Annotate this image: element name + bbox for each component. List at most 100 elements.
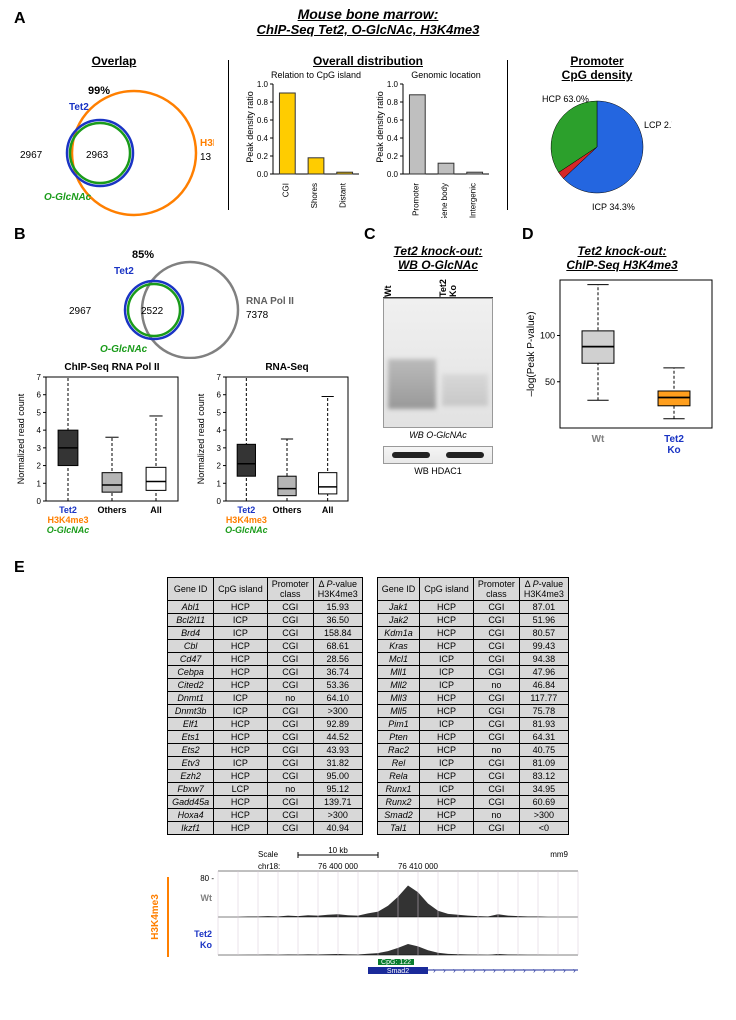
svg-text:Tet2: Tet2 (59, 505, 77, 515)
svg-text:O-GlcNAc: O-GlcNAc (225, 525, 268, 535)
svg-text:RNA Pol II: RNA Pol II (246, 296, 294, 307)
svg-text:0.2: 0.2 (387, 152, 399, 161)
svg-text:4: 4 (37, 426, 42, 435)
svg-text:0.6: 0.6 (257, 116, 269, 125)
svg-text:Shores: Shores (310, 183, 319, 208)
svg-text:Ko: Ko (200, 940, 212, 950)
svg-text:7: 7 (217, 373, 222, 382)
svg-text:›: › (543, 966, 546, 975)
svg-text:›: › (503, 966, 506, 975)
svg-text:CpG: 122: CpG: 122 (381, 959, 411, 966)
svg-text:Tet2: Tet2 (664, 434, 684, 445)
svg-text:H3K4me3: H3K4me3 (200, 138, 214, 149)
svg-text:ChIP-Seq RNA Pol II: ChIP-Seq RNA Pol II (64, 362, 159, 373)
svg-text:7378: 7378 (246, 310, 269, 321)
figure-title-1: Mouse bone marrow: (257, 6, 480, 22)
svg-text:5: 5 (37, 408, 42, 417)
svg-text:Relation to CpG island: Relation to CpG island (271, 70, 361, 80)
svg-text:mm9: mm9 (550, 850, 568, 859)
svg-text:–log(Peak P-value): –log(Peak P-value) (526, 311, 537, 396)
svg-text:Tet2: Tet2 (69, 102, 89, 113)
svg-text:4: 4 (217, 426, 222, 435)
panel-a: Overlap 99% Tet2 2967 2963 H3K4me3 13 78… (14, 54, 722, 218)
svg-text:›: › (453, 966, 456, 975)
svg-text:H3K4me3: H3K4me3 (47, 515, 88, 525)
gene-table-left: Gene IDCpG islandPromoterclassΔ P-valueH… (167, 577, 363, 835)
svg-text:100: 100 (540, 331, 555, 341)
panel-d-label: D (522, 226, 722, 244)
svg-text:2: 2 (217, 462, 222, 471)
svg-text:5: 5 (217, 408, 222, 417)
svg-text:›: › (563, 966, 566, 975)
svg-text:0.0: 0.0 (387, 170, 399, 179)
svg-text:Ko: Ko (667, 445, 680, 456)
svg-text:Intergenic: Intergenic (469, 183, 478, 218)
svg-text:All: All (150, 505, 162, 515)
panel-c-sub: WB O-GlcNAc (398, 258, 478, 272)
cgi-barchart: Relation to CpG island0.00.20.40.60.81.0… (243, 68, 363, 218)
svg-text:10 kb: 10 kb (328, 847, 348, 855)
svg-text:Promoter: Promoter (411, 183, 420, 216)
svg-text:0.8: 0.8 (257, 98, 269, 107)
svg-text:0.0: 0.0 (257, 170, 269, 179)
svg-text:0.4: 0.4 (387, 134, 399, 143)
svg-text:Normalized read count: Normalized read count (196, 393, 206, 484)
panel-a-label: A (14, 10, 26, 28)
svg-text:Distant: Distant (339, 182, 348, 208)
svg-text:1.0: 1.0 (387, 80, 399, 89)
svg-text:LCP 2.7%: LCP 2.7% (644, 120, 672, 130)
svg-text:Wt: Wt (201, 893, 213, 903)
svg-text:0: 0 (37, 497, 42, 506)
svg-text:2967: 2967 (20, 150, 43, 161)
svg-text:›: › (473, 966, 476, 975)
venn-a: 99% Tet2 2967 2963 H3K4me3 13 788 O-GlcN… (14, 68, 214, 218)
svg-text:›: › (463, 966, 466, 975)
svg-text:6: 6 (217, 391, 222, 400)
svg-text:Tet2: Tet2 (237, 505, 255, 515)
svg-text:ICP 34.3%: ICP 34.3% (592, 202, 635, 212)
svg-text:1: 1 (217, 479, 222, 488)
boxplot-rnaseq: RNA-Seq01234567Normalized read countTet2… (194, 359, 354, 549)
svg-text:chr18:: chr18: (258, 862, 280, 871)
svg-text:3: 3 (217, 444, 222, 453)
svg-text:H3K4me3: H3K4me3 (150, 894, 161, 940)
svg-text:99%: 99% (88, 85, 110, 97)
svg-text:O-GlcNAc: O-GlcNAc (100, 344, 148, 355)
svg-text:Peak density ratio: Peak density ratio (245, 91, 255, 163)
svg-text:3: 3 (37, 444, 42, 453)
svg-text:1: 1 (37, 479, 42, 488)
svg-text:Normalized read count: Normalized read count (16, 393, 26, 484)
svg-text:0.2: 0.2 (257, 152, 269, 161)
svg-text:RNA-Seq: RNA-Seq (265, 362, 308, 373)
overlap-heading: Overlap (92, 54, 137, 68)
svg-text:85%: 85% (132, 249, 154, 261)
svg-text:50: 50 (545, 377, 555, 387)
cpg-pie: HCP 63.0%LCP 2.7%ICP 34.3% (522, 82, 672, 217)
loc-barchart: Genomic location0.00.20.40.60.81.0Peak d… (373, 68, 493, 218)
svg-text:0.6: 0.6 (387, 116, 399, 125)
genome-browser: Scale10 kbmm9chr18:76 400 00076 410 0008… (148, 847, 588, 980)
panel-d-title: Tet2 knock-out: (578, 244, 667, 258)
svg-text:›: › (493, 966, 496, 975)
svg-text:›: › (433, 966, 436, 975)
panel-c-label: C (364, 226, 512, 244)
panel-d-sub: ChIP-Seq H3K4me3 (566, 258, 677, 272)
figure-title-2: ChIP-Seq Tet2, O-GlcNAc, H3K4me3 (257, 22, 480, 37)
svg-text:Wt: Wt (592, 434, 605, 445)
svg-text:2522: 2522 (141, 306, 164, 317)
western-blot: Wt Tet2 Ko WB O-GlcNAc WB HDAC1 (383, 278, 493, 476)
svg-text:2963: 2963 (86, 150, 109, 161)
svg-text:›: › (483, 966, 486, 975)
svg-text:All: All (322, 505, 334, 515)
svg-text:Tet2: Tet2 (114, 266, 134, 277)
svg-text:›: › (443, 966, 446, 975)
svg-text:›: › (513, 966, 516, 975)
svg-text:2967: 2967 (69, 306, 92, 317)
svg-text:76 410 000: 76 410 000 (398, 862, 439, 871)
svg-text:›: › (533, 966, 536, 975)
panel-b-label: B (14, 226, 354, 244)
panel-e-label: E (14, 559, 722, 577)
svg-text:CGI: CGI (281, 183, 290, 197)
svg-text:7: 7 (37, 373, 42, 382)
svg-text:Others: Others (97, 505, 126, 515)
